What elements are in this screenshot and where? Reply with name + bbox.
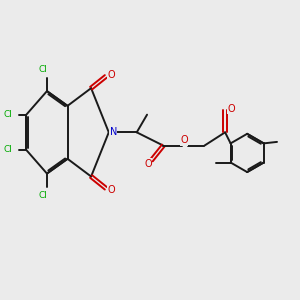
Text: Cl: Cl bbox=[38, 64, 47, 74]
Text: Cl: Cl bbox=[38, 191, 47, 200]
Text: Cl: Cl bbox=[4, 146, 13, 154]
Text: N: N bbox=[110, 127, 117, 137]
Text: Cl: Cl bbox=[4, 110, 13, 119]
Text: O: O bbox=[180, 135, 188, 145]
Text: O: O bbox=[107, 70, 115, 80]
Text: O: O bbox=[227, 104, 235, 114]
Text: O: O bbox=[107, 185, 115, 195]
Text: O: O bbox=[144, 159, 152, 169]
